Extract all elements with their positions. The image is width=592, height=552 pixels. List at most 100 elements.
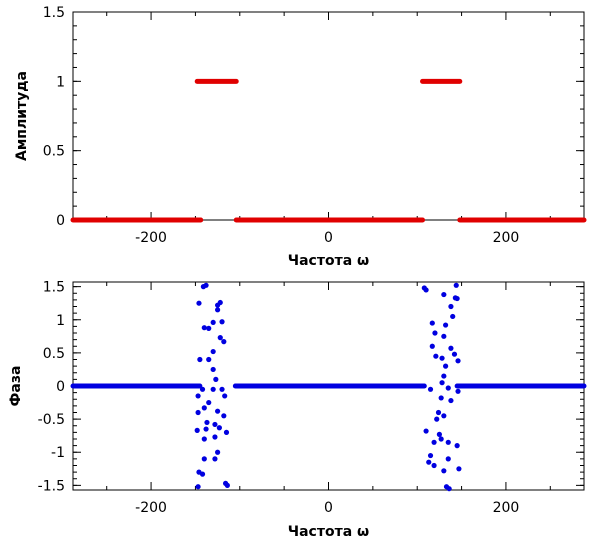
data-point [215,307,221,313]
y-tick-label: 1.5 [43,5,65,21]
data-point [210,386,216,392]
data-point [423,428,429,434]
data-point [446,486,452,492]
data-point [439,355,445,361]
data-point [451,351,458,357]
data-point [194,427,200,433]
data-point [222,393,228,399]
data-point [441,373,447,379]
data-point [454,443,460,449]
amplitude-plot: -200 0 200 0 0.5 1 1.5 Частота ω Амплитуда [14,5,587,269]
data-point [429,343,435,349]
data-point [429,320,435,326]
data-point [427,386,434,392]
data-point [219,386,225,392]
data-point [448,397,454,404]
y-tick-label: 0.5 [43,144,65,160]
data-point [453,282,459,288]
y-axis-label: Амплитуда [14,71,30,161]
data-point [215,449,221,455]
data-point [203,282,209,288]
data-point [445,385,451,391]
data-point [443,322,449,328]
data-point [427,452,434,459]
data-point [445,456,451,462]
data-point [426,459,432,465]
y-tick-label: -1.5 [38,478,65,494]
y-tick-label: 1.5 [43,280,65,296]
x-tick-label: -200 [135,500,167,516]
data-point [212,434,218,440]
data-point [196,300,202,306]
data-point [221,413,227,419]
data-point [448,345,454,351]
data-point [441,291,447,298]
data-point [454,295,460,302]
data-point [441,413,447,419]
data-point [436,431,442,437]
y-tick-label: 0 [56,213,65,229]
x-axis-label: Частота ω [288,253,369,269]
data-point [455,388,461,394]
data-point [206,325,212,331]
y-tick-label: 1 [56,74,65,90]
data-point [217,335,223,341]
data-point [201,325,207,331]
data-point [221,339,227,345]
y-tick-label: 0 [56,379,65,395]
data-point [445,439,451,445]
data-point [210,366,216,373]
data-point [435,409,442,416]
data-point [195,409,201,416]
x-tick-label: 200 [493,230,520,246]
data-point [195,484,201,490]
data-point [206,356,212,363]
data-point [201,405,207,411]
x-tick-label: 200 [493,500,520,516]
data-point [195,393,201,399]
data-point [206,399,212,406]
data-point [224,482,230,488]
data-point [204,419,210,426]
data-point [431,439,437,445]
data-point [210,348,216,355]
data-point [432,330,438,336]
data-point [216,425,222,431]
data-point [456,466,462,472]
y-tick-label: 0.5 [43,346,65,362]
data-point [217,299,223,306]
data-point [201,456,207,462]
data-point [201,436,207,442]
data-point [213,376,219,382]
data-point [438,395,444,401]
x-axis-label: Частота ω [288,524,369,540]
data-point [223,429,230,435]
data-point [455,358,461,364]
data-point [438,436,444,442]
x-tick-label: 0 [324,230,333,246]
data-point [197,356,203,363]
data-point [433,353,439,359]
data-point [219,319,225,325]
data-point [203,426,209,432]
data-point [423,287,429,293]
data-point [441,468,447,474]
data-point [212,421,218,428]
y-tick-label: 1 [56,313,65,329]
data-point [215,408,221,414]
data-point [448,303,454,310]
phase-plot: -200 0 200 -1.5 -1 -0.5 0 0.5 1 1.5 Частота ω Фаза [8,280,587,540]
plot-frame [72,11,585,221]
y-axis-label: Фаза [8,366,24,407]
y-tick-label: -1 [51,445,65,461]
data-point [441,333,447,339]
data-point [450,313,456,320]
data-point [431,462,437,469]
data-point [443,363,449,369]
data-point [199,471,206,477]
x-tick-label: -200 [135,230,167,246]
y-tick-label: -0.5 [38,412,65,428]
data-point [439,380,445,386]
data-point [212,456,218,462]
